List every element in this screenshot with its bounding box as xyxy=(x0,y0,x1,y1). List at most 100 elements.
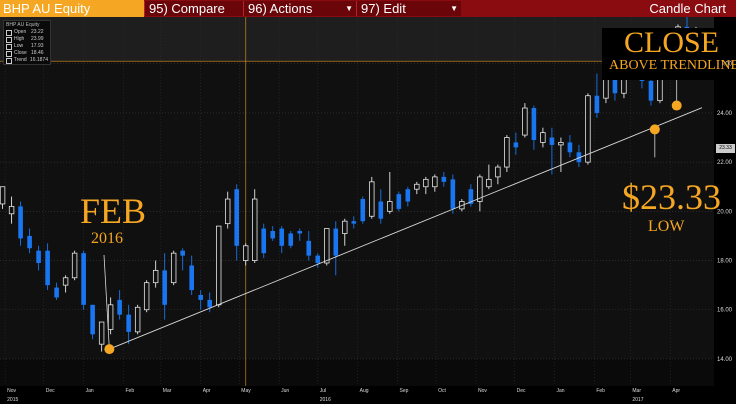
candle xyxy=(396,191,402,212)
year-label: 2016 xyxy=(320,397,331,403)
x-tick-label: Mar xyxy=(632,388,641,394)
candle-body xyxy=(486,178,492,188)
candle xyxy=(152,260,159,288)
low-price-annotation: $23.33 xyxy=(622,177,721,217)
security-title-box[interactable]: BHP AU Equity xyxy=(0,0,144,17)
candle xyxy=(134,304,141,335)
candle xyxy=(585,93,591,165)
candle xyxy=(143,280,150,313)
candle-body xyxy=(495,166,501,178)
candle xyxy=(62,275,69,293)
candle-body xyxy=(207,299,212,308)
legend-row: High 23.99 xyxy=(4,36,50,43)
close-annotation-title: CLOSE xyxy=(624,26,720,59)
candle-body xyxy=(468,189,474,204)
y-tick-label: 16.00 xyxy=(717,308,733,314)
candle-body xyxy=(243,245,249,261)
candle-body xyxy=(252,198,258,261)
candle-body xyxy=(306,240,312,256)
candle-body xyxy=(189,265,194,291)
candle xyxy=(107,297,114,335)
candle xyxy=(522,103,528,138)
candle xyxy=(288,231,294,249)
chart-type-label[interactable]: Candle Chart xyxy=(649,1,726,16)
y-tick-label: 18.00 xyxy=(717,259,733,265)
candle xyxy=(648,76,654,106)
candle xyxy=(45,243,50,291)
candle-body xyxy=(98,321,105,345)
candle xyxy=(333,221,339,276)
legend-row: Open 23.22 xyxy=(4,29,50,36)
candle-body xyxy=(342,220,348,234)
candle xyxy=(468,184,474,207)
year-label: 2017 xyxy=(632,397,643,403)
candle-body xyxy=(261,228,267,254)
candle-body xyxy=(522,107,528,136)
candle-body xyxy=(81,253,86,305)
candle xyxy=(549,127,555,175)
legend-row: Low 17.93 xyxy=(4,43,50,50)
compare-button[interactable]: 95) Compare xyxy=(144,1,243,16)
candle xyxy=(90,304,95,340)
candle-body xyxy=(540,132,546,143)
candle xyxy=(216,225,222,308)
candle xyxy=(423,176,429,195)
candle xyxy=(170,250,177,286)
candle-body xyxy=(513,142,519,148)
candle xyxy=(450,174,456,214)
candle xyxy=(243,243,249,266)
x-tick-label: Feb xyxy=(596,388,605,394)
chevron-down-icon: ▼ xyxy=(345,4,353,13)
candle-body xyxy=(170,252,177,284)
candle-body xyxy=(180,250,185,256)
candle xyxy=(486,164,492,190)
candle xyxy=(8,196,15,224)
actions-button[interactable]: 96) Actions ▼ xyxy=(243,1,356,16)
candle xyxy=(270,226,276,241)
candle-body xyxy=(315,255,321,263)
candle-body xyxy=(333,228,339,256)
candle-body xyxy=(387,201,393,212)
y-tick-label: 22.00 xyxy=(717,160,733,166)
x-tick-label: Jan xyxy=(556,388,564,394)
toolbar: BHP AU Equity 95) Compare 96) Actions ▼ … xyxy=(0,0,736,17)
candle xyxy=(234,184,240,261)
candle xyxy=(207,292,212,313)
candle-body xyxy=(126,314,131,332)
candle-body xyxy=(162,270,167,305)
candle xyxy=(306,231,312,261)
candle-body xyxy=(62,277,69,286)
marker-dot xyxy=(104,344,115,355)
candle-chart[interactable]: 26.00 24.00 22.00 20.00 18.00 16.00 14.00 Nov De… xyxy=(0,17,736,404)
candle-body xyxy=(558,142,564,146)
plot-background xyxy=(0,17,714,386)
x-tick-label: Dec xyxy=(46,388,55,394)
candle xyxy=(567,135,573,158)
candle-body xyxy=(414,183,420,190)
trendline xyxy=(109,107,703,350)
x-tick-label: Jan xyxy=(86,388,94,394)
candle xyxy=(81,250,86,310)
edit-button[interactable]: 97) Edit ▼ xyxy=(356,1,461,16)
candle xyxy=(594,73,600,118)
candle-body xyxy=(27,235,32,249)
candle xyxy=(405,186,411,207)
candle xyxy=(432,174,438,192)
candle-body xyxy=(594,95,600,113)
edit-label: 97) Edit xyxy=(361,1,406,16)
candle-body xyxy=(423,178,429,188)
candle xyxy=(225,191,231,229)
candle-body xyxy=(71,252,78,279)
candle-body xyxy=(234,189,240,246)
candle xyxy=(18,201,23,246)
legend-row: Close 18.46 xyxy=(4,50,50,57)
security-label: BHP AU Equity xyxy=(3,1,91,16)
candle-body xyxy=(45,250,50,286)
y-tick-label: 20.00 xyxy=(717,209,733,215)
y-axis-background xyxy=(714,17,736,404)
candle-body xyxy=(36,250,41,263)
marker-dot xyxy=(671,100,682,111)
candle xyxy=(342,218,348,246)
y-tick-label: 14.00 xyxy=(717,357,733,363)
candle-body xyxy=(279,228,285,246)
